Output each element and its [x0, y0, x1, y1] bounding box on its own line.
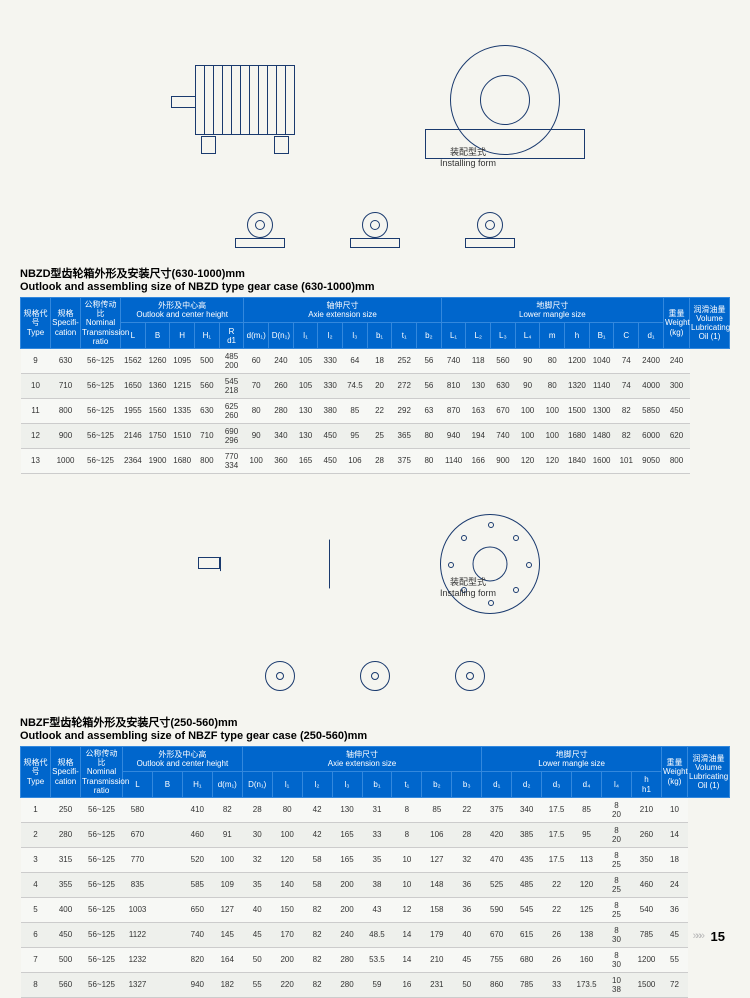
mini-circle-drawing — [258, 654, 303, 699]
table-row: 856056~125132794018255220822805916231508… — [21, 972, 730, 997]
section-1-title: NBZD型齿轮箱外形及安装尺寸(630-1000)mm Outlook and … — [20, 265, 730, 293]
table-nbzf: 规格代号Type 规格Specifi- cation 公称传动比Nominal … — [20, 746, 730, 998]
table-row: 1071056~12516501360121556054521870260105… — [21, 373, 730, 398]
page-number: 15 — [711, 929, 725, 944]
mini-circle-drawing — [353, 654, 398, 699]
install-label-2: 装配型式Installing form — [440, 575, 496, 598]
diagram-area-2 — [20, 484, 730, 644]
table-row: 540056~125100365012740150822004312158365… — [21, 897, 730, 922]
table-row: 963056~125156212601095500485200602401053… — [21, 348, 730, 373]
table-row: 750056~1251232820164502008228053.5142104… — [21, 947, 730, 972]
table-row: 435556~125835585109351405820038101483652… — [21, 872, 730, 897]
mini-drawing — [343, 200, 408, 250]
table-row: 331556~125770520100321205816535101273247… — [21, 847, 730, 872]
side-view-cone-drawing — [190, 504, 360, 624]
table-row: 125056~125580410822880421303188522375340… — [21, 797, 730, 822]
mini-drawing — [458, 200, 523, 250]
front-circle-drawing — [420, 504, 560, 624]
sub-diagram-row-1 — [20, 200, 730, 250]
mini-drawing — [228, 200, 293, 250]
install-label-1: 装配型式Installing form — [440, 145, 496, 168]
table-row: 645056~1251122740145451708224048.5141794… — [21, 922, 730, 947]
table-row: 1180056~12519551560133563062526080280130… — [21, 398, 730, 423]
side-view-drawing — [145, 30, 345, 170]
table-row: 13100056~1252364190016808007703341003601… — [21, 448, 730, 473]
diagram-area-1 — [20, 10, 730, 190]
section-2-title: NBZF型齿轮箱外形及安装尺寸(250-560)mm Outlook and a… — [20, 714, 730, 742]
page-chevron-icon: »»» — [693, 930, 702, 942]
table-nbzd: 规格代号Type 规格Specifi- cation 公称传动比Nominal … — [20, 297, 730, 474]
table-row: 1290056~12521461750151071069029690340130… — [21, 423, 730, 448]
sub-diagram-row-2 — [20, 654, 730, 699]
table-row: 228056~125670460913010042165338106284203… — [21, 822, 730, 847]
front-view-drawing — [405, 30, 605, 170]
mini-circle-drawing — [448, 654, 493, 699]
